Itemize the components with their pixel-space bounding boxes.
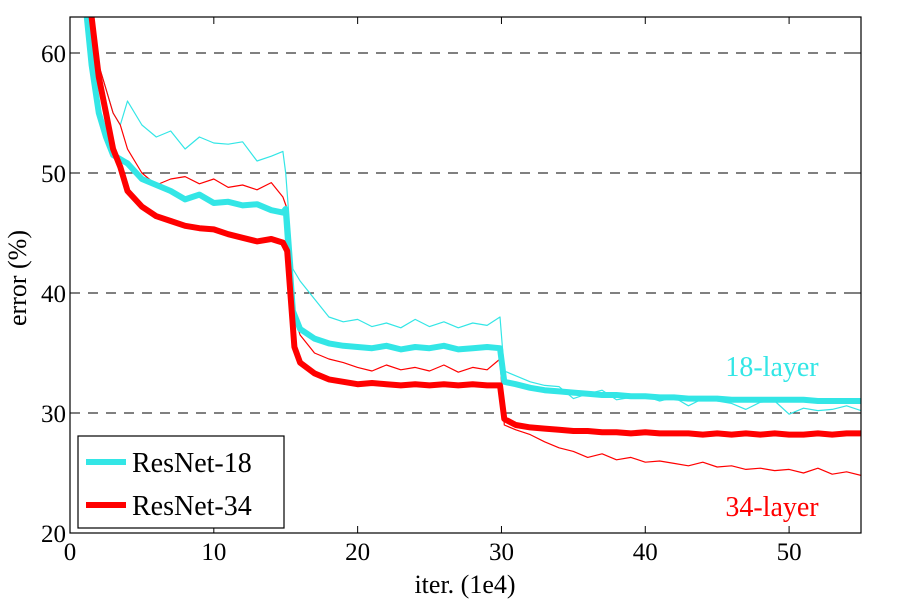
series-line-resnet-34-train <box>90 28 861 476</box>
x-axis-label: iter. (1e4) <box>414 570 515 599</box>
y-tick-labels: 20 30 40 50 60 <box>41 41 66 548</box>
x-tick-labels: 0 10 20 30 40 50 <box>64 539 802 566</box>
series-line-resnet-18 <box>83 17 861 404</box>
validation-curves <box>83 17 861 438</box>
legend-label-resnet-18: ResNet-18 <box>132 448 252 479</box>
annotation-34-layer: 34-layer <box>725 492 819 523</box>
y-tick-label: 40 <box>41 281 66 308</box>
legend: ResNet-18 ResNet-34 <box>77 435 285 529</box>
x-tick-label: 40 <box>633 539 658 566</box>
series-line-resnet-34 <box>88 17 861 438</box>
x-tick-label: 50 <box>777 539 802 566</box>
axis-ticks <box>69 17 861 534</box>
y-axis-label: error (%) <box>3 230 32 326</box>
x-tick-label: 30 <box>489 539 514 566</box>
legend-box <box>77 435 285 529</box>
y-tick-label: 30 <box>41 401 66 428</box>
annotation-18-layer: 18-layer <box>725 352 819 383</box>
legend-label-resnet-34: ResNet-34 <box>132 491 252 522</box>
x-tick-label: 20 <box>345 539 370 566</box>
y-tick-label: 50 <box>41 161 66 188</box>
plot-frame <box>69 16 862 534</box>
grid-lines <box>70 52 861 414</box>
x-tick-label: 0 <box>64 539 77 566</box>
y-tick-label: 60 <box>41 41 66 68</box>
training-curves <box>87 17 861 476</box>
y-tick-label: 20 <box>41 521 66 548</box>
x-tick-label: 10 <box>201 539 226 566</box>
